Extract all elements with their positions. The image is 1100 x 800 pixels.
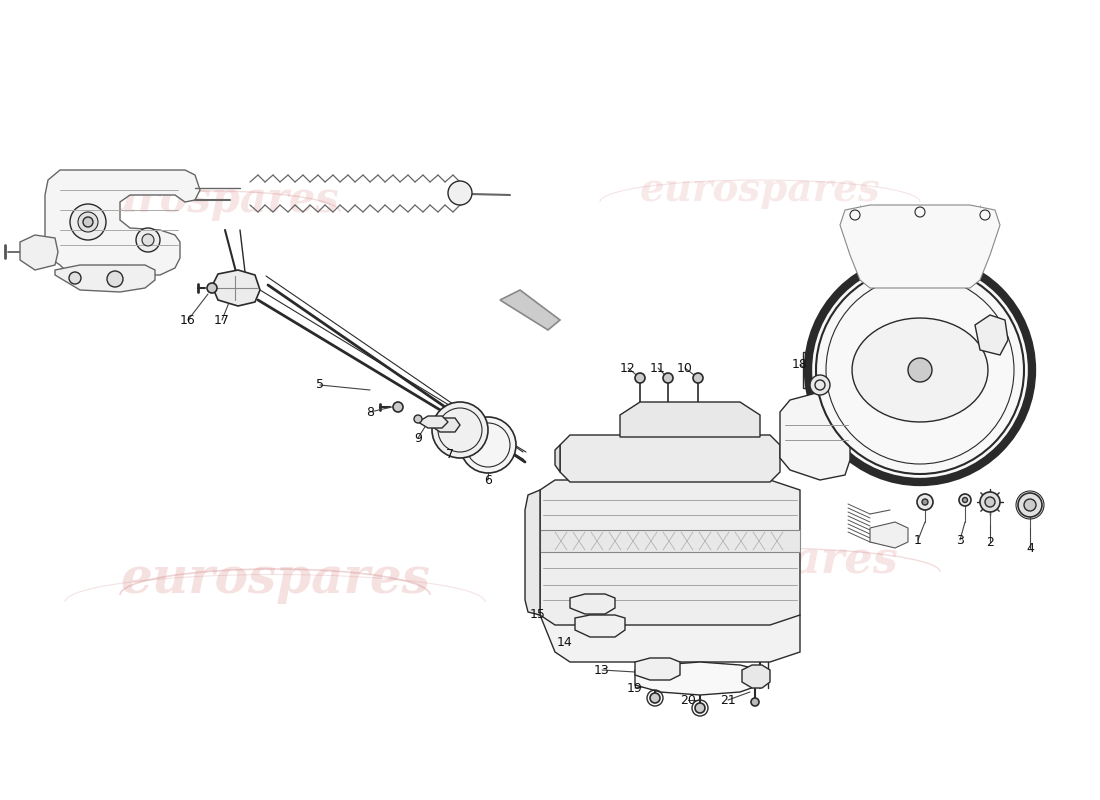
Text: eurospares: eurospares bbox=[639, 171, 880, 209]
Text: 15: 15 bbox=[530, 609, 546, 622]
Circle shape bbox=[432, 402, 488, 458]
Polygon shape bbox=[540, 605, 800, 662]
Circle shape bbox=[808, 258, 1032, 482]
Text: 3: 3 bbox=[956, 534, 964, 546]
Circle shape bbox=[980, 492, 1000, 512]
Polygon shape bbox=[742, 665, 770, 688]
Polygon shape bbox=[570, 594, 615, 614]
Polygon shape bbox=[556, 445, 560, 472]
Text: eurospares: eurospares bbox=[120, 555, 430, 605]
Circle shape bbox=[1018, 493, 1042, 517]
Circle shape bbox=[695, 703, 705, 713]
Polygon shape bbox=[430, 418, 460, 432]
Polygon shape bbox=[975, 315, 1008, 355]
Text: 21: 21 bbox=[720, 694, 736, 706]
Polygon shape bbox=[780, 392, 850, 480]
Polygon shape bbox=[803, 352, 813, 388]
Circle shape bbox=[414, 415, 422, 423]
Circle shape bbox=[917, 494, 933, 510]
Circle shape bbox=[962, 498, 968, 502]
Text: 5: 5 bbox=[316, 378, 324, 391]
Polygon shape bbox=[852, 318, 988, 422]
Text: 8: 8 bbox=[366, 406, 374, 418]
Polygon shape bbox=[560, 435, 780, 482]
Polygon shape bbox=[635, 662, 760, 695]
Circle shape bbox=[460, 417, 516, 473]
Text: 11: 11 bbox=[650, 362, 666, 374]
Circle shape bbox=[650, 693, 660, 703]
Circle shape bbox=[448, 181, 472, 205]
Circle shape bbox=[751, 698, 759, 706]
Text: 18: 18 bbox=[792, 358, 807, 371]
Circle shape bbox=[874, 325, 965, 415]
Circle shape bbox=[82, 217, 94, 227]
Circle shape bbox=[882, 332, 958, 408]
Text: 2: 2 bbox=[986, 535, 994, 549]
Circle shape bbox=[908, 358, 932, 382]
Text: 12: 12 bbox=[620, 362, 636, 374]
Polygon shape bbox=[575, 615, 625, 637]
Text: 1: 1 bbox=[914, 534, 922, 546]
Circle shape bbox=[810, 375, 830, 395]
Text: 20: 20 bbox=[680, 694, 696, 706]
Circle shape bbox=[69, 272, 81, 284]
Circle shape bbox=[78, 212, 98, 232]
Text: 16: 16 bbox=[180, 314, 196, 326]
Polygon shape bbox=[525, 490, 540, 615]
Text: 7: 7 bbox=[446, 449, 454, 462]
Polygon shape bbox=[418, 416, 448, 428]
Text: 13: 13 bbox=[594, 663, 609, 677]
Text: 6: 6 bbox=[484, 474, 492, 486]
Circle shape bbox=[142, 234, 154, 246]
Polygon shape bbox=[540, 480, 800, 625]
Text: 4: 4 bbox=[1026, 542, 1034, 554]
Text: eurospares: eurospares bbox=[623, 538, 898, 582]
Polygon shape bbox=[635, 658, 680, 680]
Polygon shape bbox=[45, 170, 200, 275]
Circle shape bbox=[136, 228, 160, 252]
Circle shape bbox=[816, 266, 1024, 474]
Text: 19: 19 bbox=[627, 682, 642, 694]
Polygon shape bbox=[840, 205, 1000, 288]
Circle shape bbox=[635, 373, 645, 383]
Text: 17: 17 bbox=[214, 314, 230, 326]
Text: 10: 10 bbox=[678, 362, 693, 374]
Circle shape bbox=[393, 402, 403, 412]
Polygon shape bbox=[212, 270, 260, 306]
Circle shape bbox=[959, 494, 971, 506]
Circle shape bbox=[70, 204, 106, 240]
Text: 9: 9 bbox=[414, 431, 422, 445]
Circle shape bbox=[663, 373, 673, 383]
Polygon shape bbox=[540, 530, 800, 552]
Circle shape bbox=[693, 373, 703, 383]
Text: eurospares: eurospares bbox=[81, 179, 339, 221]
Circle shape bbox=[898, 348, 942, 392]
Polygon shape bbox=[20, 235, 58, 270]
Circle shape bbox=[107, 271, 123, 287]
Polygon shape bbox=[500, 290, 560, 330]
Circle shape bbox=[1024, 499, 1036, 511]
Polygon shape bbox=[620, 402, 760, 437]
Text: 14: 14 bbox=[557, 635, 573, 649]
Polygon shape bbox=[870, 522, 907, 548]
Polygon shape bbox=[55, 265, 155, 292]
Circle shape bbox=[207, 283, 217, 293]
Circle shape bbox=[984, 497, 996, 507]
Circle shape bbox=[922, 499, 928, 505]
